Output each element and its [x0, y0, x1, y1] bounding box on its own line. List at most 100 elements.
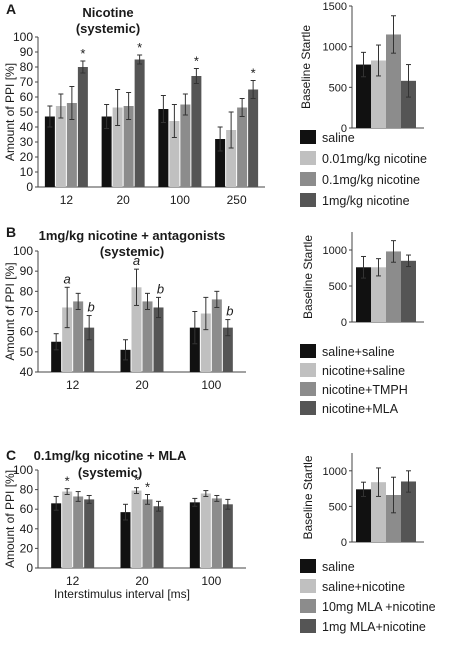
panel-a-bar — [77, 67, 88, 187]
panel-a-marker: * — [251, 66, 256, 81]
panel-b-bar — [120, 349, 131, 372]
panel-a-ytick-label: 60 — [20, 90, 34, 104]
panel-a-inset-ytick-label: 1000 — [323, 42, 347, 54]
panel-a-inset-bar — [401, 80, 416, 128]
panel-b-inset-bar — [371, 267, 386, 322]
panel-c-ytick-label: 100 — [13, 463, 33, 477]
panel-a-bar — [180, 104, 191, 187]
panel-a-bar — [112, 107, 123, 187]
panel-b-ytick-label: 60 — [20, 325, 34, 339]
panel-a-legend-swatch — [300, 172, 316, 186]
panel-c-bar — [222, 504, 233, 568]
panel-a-ylabel: Amount of PPI [%] — [3, 63, 17, 161]
panel-b-ytick-label: 80 — [20, 284, 34, 298]
panel-c-bar — [73, 496, 84, 568]
panel-c-inset-bar — [371, 482, 386, 542]
panel-b-ylabel: Amount of PPI [%] — [3, 262, 17, 360]
panel-a-legend-label: saline — [322, 131, 355, 145]
panel-a-legend-label: 0.1mg/kg nicotine — [322, 173, 420, 187]
panel-a-marker: * — [137, 40, 142, 55]
panel-b-ytick-label: 40 — [20, 365, 34, 379]
panel-a-letter: A — [6, 1, 16, 17]
panel-c-xlabel: Interstimulus interval [ms] — [54, 587, 190, 601]
panel-b-legend-label: saline+saline — [322, 345, 395, 359]
panel-a-bar — [248, 89, 259, 187]
panel-c-inset-bar — [386, 495, 401, 542]
panel-c-marker: * — [145, 480, 150, 495]
panel-b-inset-ytick-label: 1000 — [323, 245, 347, 257]
panel-c-bar — [200, 493, 211, 568]
panel-a-bar — [169, 121, 180, 187]
panel-b-bar — [131, 287, 142, 372]
panel-a-bar — [226, 130, 237, 187]
panel-c-ytick-label: 40 — [20, 522, 34, 536]
panel-a-marker: * — [80, 46, 85, 61]
panel-a-xtick-label: 100 — [170, 193, 190, 207]
panel-a-bar — [134, 59, 145, 187]
panel-b-bar — [200, 313, 211, 372]
panel-c-ylabel: Amount of PPI [%] — [3, 470, 17, 568]
panel-b-letter: B — [6, 224, 16, 240]
panel-c-ytick-label: 0 — [26, 561, 33, 575]
panel-a-legend-swatch — [300, 130, 316, 144]
panel-a-bar — [101, 116, 112, 187]
panel-b-legend-label: nicotine+TMPH — [322, 383, 408, 397]
panel-a-bar — [44, 116, 55, 187]
panel-b-legend-label: nicotine+saline — [322, 364, 405, 378]
panel-a-ytick-label: 0 — [26, 180, 33, 194]
panel-c-marker: * — [134, 473, 139, 488]
panel-b-bar — [142, 301, 153, 372]
panel-a-bar — [66, 103, 77, 187]
panel-c-legend-label: saline — [322, 560, 355, 574]
panel-b-marker: a — [133, 253, 140, 268]
panel-b-legend-swatch — [300, 401, 316, 415]
panel-b-ytick-label: 70 — [20, 305, 34, 319]
panel-c-bar — [153, 506, 164, 568]
panel-c-xtick-label: 100 — [201, 574, 221, 588]
panel-a-inset-ytick-label: 500 — [329, 82, 347, 94]
panel-a-bar — [237, 107, 248, 187]
panel-c-inset-ytick-label: 500 — [329, 501, 347, 513]
panel-a-inset-bar — [386, 34, 401, 128]
panel-b-legend-swatch — [300, 344, 316, 358]
panel-c-xtick-label: 12 — [66, 574, 80, 588]
panel-b-subtitle: (systemic) — [100, 244, 164, 259]
panel-b-bar — [153, 307, 164, 372]
panel-c-ytick-label: 60 — [20, 502, 34, 516]
panel-c-legend-swatch — [300, 559, 316, 573]
panel-b-bar — [189, 327, 200, 372]
panel-c-ytick-label: 80 — [20, 483, 34, 497]
panel-a-bar — [191, 76, 202, 187]
panel-a-xtick-label: 250 — [227, 193, 247, 207]
panel-b-marker: b — [88, 300, 95, 315]
panel-a-subtitle: (systemic) — [76, 21, 140, 36]
panel-a-marker: * — [194, 54, 199, 69]
panel-c-xtick-label: 20 — [135, 574, 149, 588]
panel-c-inset-ytick-label: 0 — [341, 537, 347, 549]
panel-c-inset-bar — [356, 489, 371, 542]
panel-b-legend-swatch — [300, 382, 316, 396]
panel-c-inset-bar — [401, 481, 416, 542]
panel-b-marker: a — [64, 271, 71, 286]
panel-c-title: 0.1mg/kg nicotine + MLA — [34, 448, 187, 463]
panel-b-inset-bar — [401, 260, 416, 322]
panel-b-xtick-label: 100 — [201, 378, 221, 392]
panel-b-ytick-label: 50 — [20, 345, 34, 359]
panel-a-xtick-label: 12 — [60, 193, 74, 207]
panel-b-bar — [211, 299, 222, 372]
panel-c-legend-label: saline+nicotine — [322, 580, 405, 594]
panel-b-bar — [222, 327, 233, 372]
panel-a-legend-swatch — [300, 193, 316, 207]
panel-a-ytick-label: 90 — [20, 45, 34, 59]
panel-c-bar — [62, 491, 73, 568]
panel-a-bar — [55, 106, 66, 187]
panel-a-ytick-label: 20 — [20, 150, 34, 164]
panel-c-legend-swatch — [300, 599, 316, 613]
panel-a-ytick-label: 70 — [20, 75, 34, 89]
panel-b-legend-swatch — [300, 363, 316, 377]
panel-b-inset-ytick-label: 500 — [329, 281, 347, 293]
panel-b-bar — [51, 341, 62, 372]
panel-c-bar — [189, 502, 200, 568]
panel-b-xtick-label: 12 — [66, 378, 80, 392]
panel-c-bar — [142, 499, 153, 568]
